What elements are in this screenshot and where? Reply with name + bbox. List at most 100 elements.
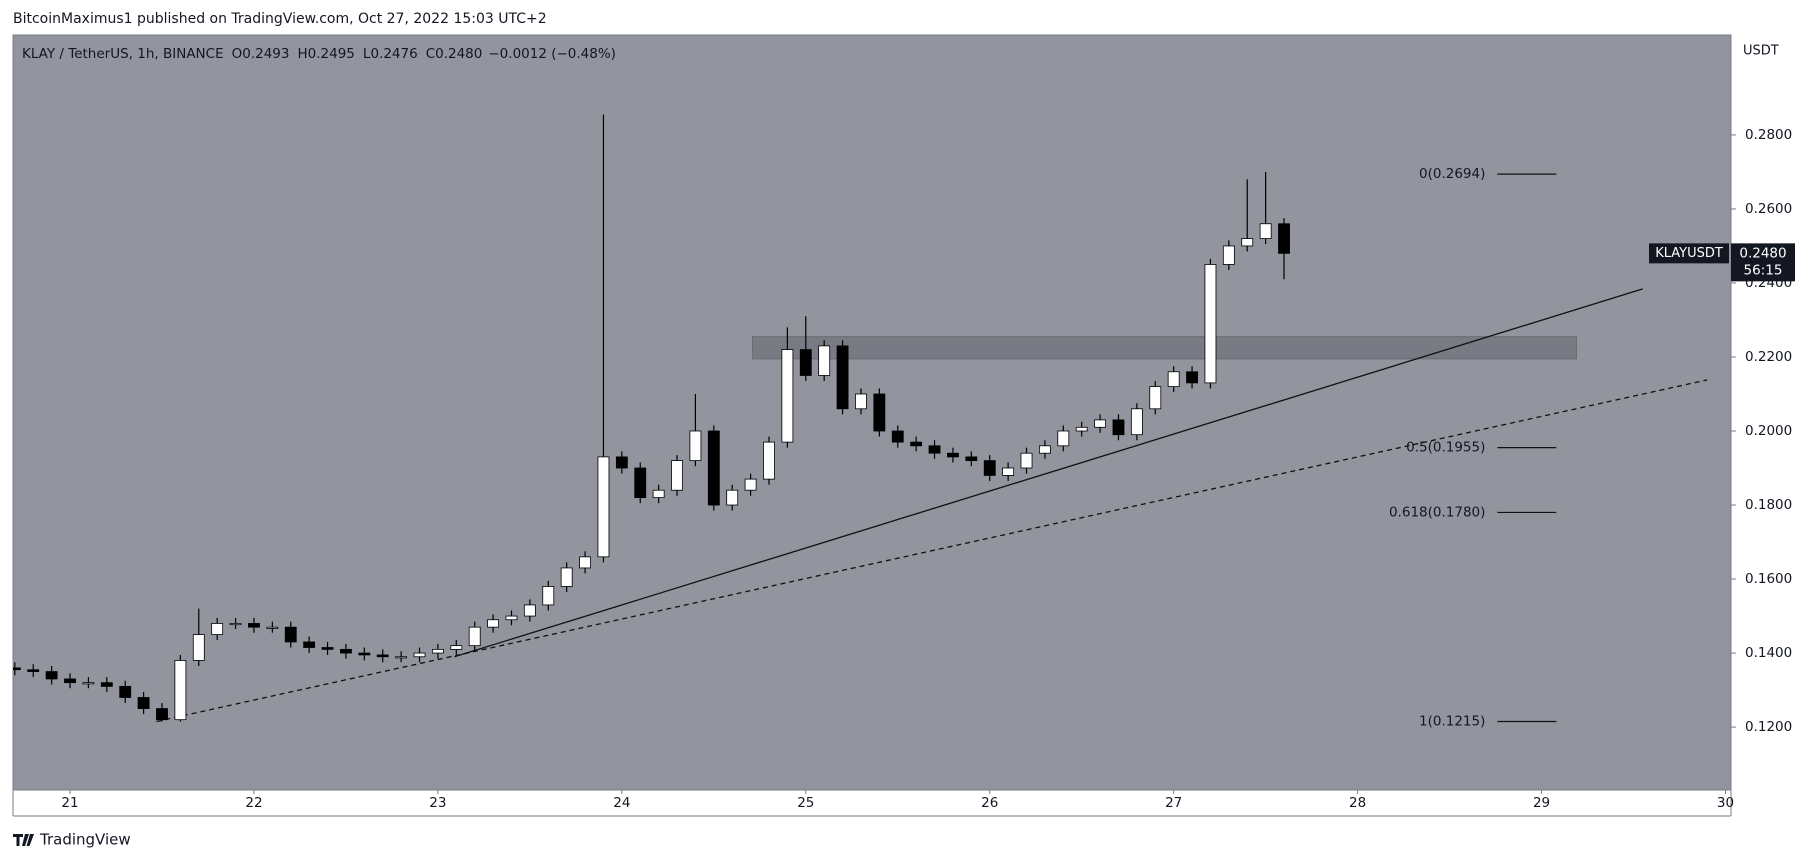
candle-body	[340, 648, 352, 654]
legend-value: 0.2493	[242, 46, 289, 62]
x-tick-label: 21	[61, 795, 78, 811]
candle-body	[560, 567, 573, 587]
candle-body	[358, 652, 371, 656]
candle-body	[1038, 445, 1051, 454]
legend: KLAY / TetherUS, 1h, BINANCE O0.2493 H 0.24…	[22, 46, 616, 62]
fib-label: 1(0.1215)	[1419, 714, 1485, 730]
candle-body	[431, 648, 444, 654]
candle-body	[1278, 223, 1290, 254]
y-tick-label: 0.1400	[1745, 645, 1792, 661]
candle-body	[1186, 371, 1198, 384]
candle-body	[1112, 419, 1125, 436]
candle-body	[1130, 408, 1143, 436]
candle-body	[413, 652, 426, 658]
candle-body	[211, 623, 224, 635]
candle-body	[450, 645, 463, 650]
x-tick-label: 23	[429, 795, 446, 811]
candle-body	[192, 634, 205, 661]
candle-body	[763, 441, 775, 480]
candle-body	[855, 393, 867, 410]
x-tick-label: 24	[613, 795, 630, 811]
legend-key: C	[426, 46, 435, 62]
candle-body	[689, 430, 702, 462]
candle-body	[726, 489, 739, 506]
candle-body	[303, 641, 316, 648]
x-tick-label: 26	[981, 795, 998, 811]
candle-body	[579, 556, 591, 569]
x-tick-label: 28	[1349, 795, 1366, 811]
candle-body	[1222, 245, 1235, 265]
price-tag-countdown: 56:15	[1744, 262, 1783, 278]
candle-body	[671, 460, 683, 491]
candle-body	[174, 660, 187, 721]
candle-body	[781, 349, 794, 443]
publish-header: BitcoinMaximus1 published on TradingView…	[13, 11, 547, 27]
candle-body	[910, 441, 923, 447]
y-tick-label: 0.2000	[1745, 423, 1792, 439]
candle-body	[100, 682, 113, 687]
candle-body	[119, 685, 132, 698]
y-tick-label: 0.2600	[1745, 201, 1792, 217]
candle-body	[248, 623, 260, 628]
x-tick-label: 25	[797, 795, 814, 811]
candle-body	[45, 671, 58, 680]
plot-area	[12, 34, 1732, 791]
legend-change: −0.0012 (−0.48%)	[488, 46, 616, 62]
footer-brand: TradingView	[39, 831, 131, 849]
candle-body	[891, 430, 904, 443]
candle-body	[1020, 452, 1033, 469]
candle-body	[505, 615, 518, 621]
candle-body	[82, 682, 95, 685]
plot-layer: 0(0.2694) 0.5(0.1955) 0.618(0.1780) 1(0.121…	[13, 114, 1708, 730]
legend-value: 0.2476	[370, 46, 417, 62]
candle-body	[652, 489, 665, 499]
legend-key: H	[298, 46, 308, 62]
candle-body	[156, 708, 168, 721]
legend-key: O	[232, 46, 243, 62]
candle-body	[376, 654, 389, 658]
price-tag-symbol-box	[1649, 243, 1729, 264]
y-tick-label: 0.1600	[1745, 571, 1792, 587]
candle-body	[64, 678, 76, 684]
candle-body	[799, 349, 812, 376]
candle-body	[836, 345, 849, 410]
candle-body	[1149, 386, 1162, 410]
price-tag-value: 0.2480	[1739, 245, 1786, 261]
candle-body	[1259, 223, 1272, 239]
x-tick-label: 29	[1533, 795, 1550, 811]
candle-body	[1167, 371, 1180, 387]
candle-body	[523, 604, 536, 617]
candle-body	[1241, 238, 1254, 247]
y-tick-label: 0.1200	[1745, 719, 1792, 735]
candle-body	[873, 393, 886, 432]
y-tick-label: 0.1800	[1745, 497, 1792, 513]
legend-value: 0.2480	[435, 46, 482, 62]
candle-body	[395, 656, 408, 659]
candle-body	[468, 626, 481, 647]
legend-title: KLAY / TetherUS, 1h, BINANCE	[22, 46, 224, 62]
x-tick-label: 30	[1717, 795, 1734, 811]
candle-body	[266, 626, 279, 629]
candle-body	[928, 445, 941, 454]
candle-body	[137, 697, 150, 709]
candle-body	[634, 467, 647, 499]
candle-body	[1204, 264, 1217, 384]
candle-body	[229, 623, 242, 626]
candle-body	[284, 626, 297, 643]
trendline	[454, 288, 1643, 658]
trendline	[156, 379, 1708, 723]
candle-body	[487, 619, 500, 628]
y-tick-label: 0.2200	[1745, 349, 1792, 365]
price-tag-symbol: KLAYUSDT	[1655, 246, 1723, 261]
candle-body	[947, 452, 959, 458]
candle-body	[1002, 467, 1015, 476]
candle-body	[707, 430, 720, 506]
resistance-zone	[751, 336, 1577, 360]
candle-body	[27, 669, 40, 672]
y-tick-label: 0.2800	[1745, 127, 1792, 143]
candle-body	[615, 456, 628, 469]
candle-body	[13, 667, 21, 671]
candle-body	[321, 647, 334, 650]
